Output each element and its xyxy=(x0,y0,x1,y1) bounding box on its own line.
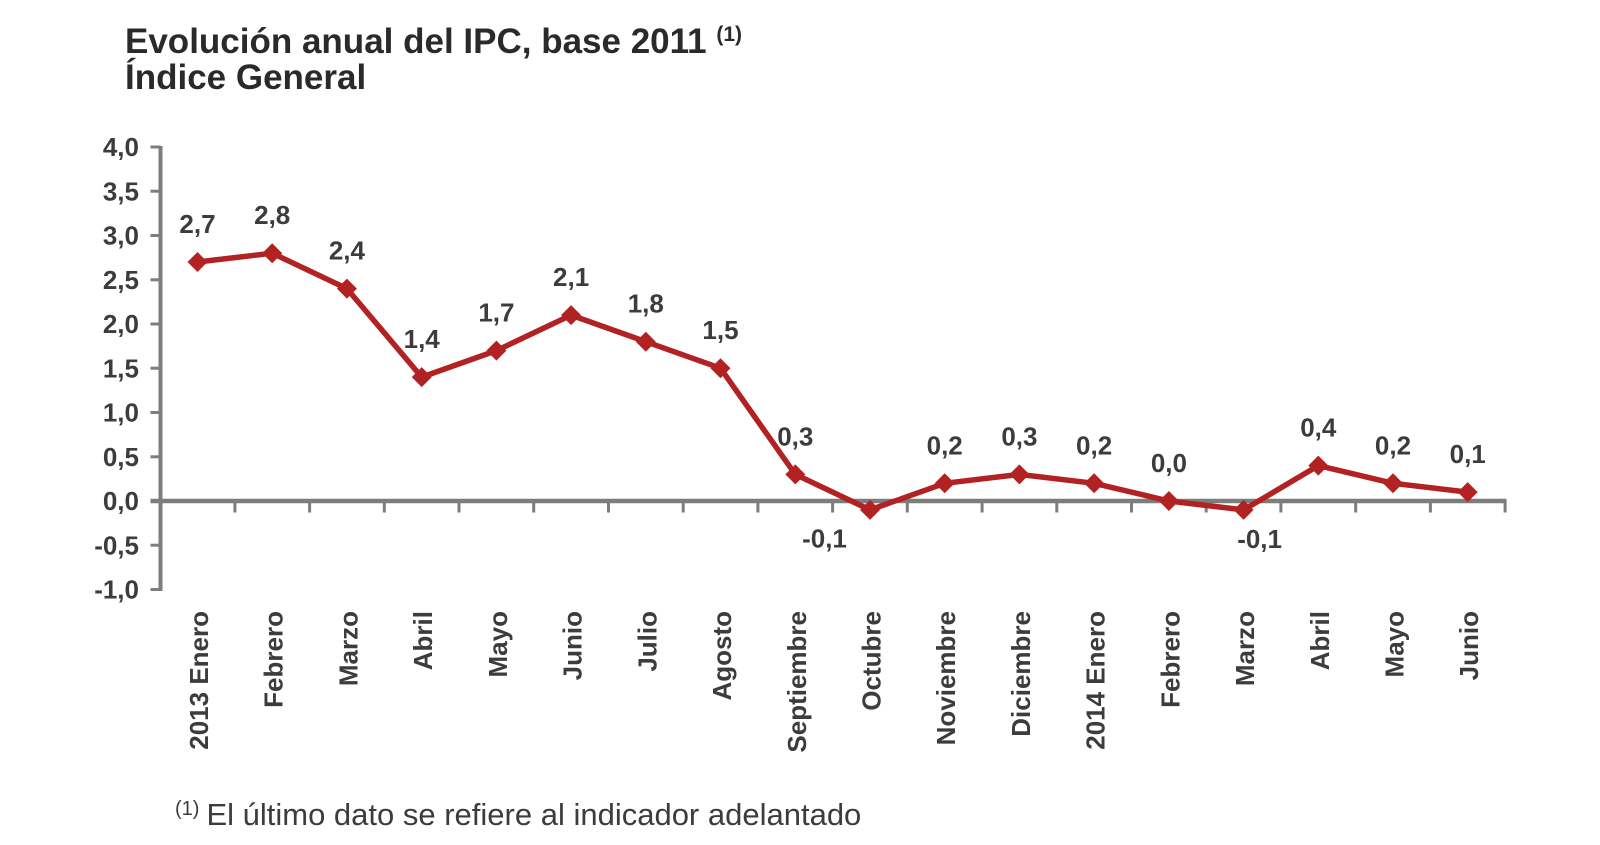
svg-text:Evolución anual del IPC, base: Evolución anual del IPC, base 2011 (1) xyxy=(125,22,742,61)
svg-text:Julio: Julio xyxy=(632,611,662,672)
svg-text:-0,1: -0,1 xyxy=(802,523,847,553)
svg-text:Febrero: Febrero xyxy=(259,611,289,708)
svg-text:4,0: 4,0 xyxy=(103,132,139,162)
svg-text:1,5: 1,5 xyxy=(103,353,139,383)
svg-text:1,4: 1,4 xyxy=(404,324,441,354)
svg-text:Febrero: Febrero xyxy=(1155,611,1185,708)
svg-text:0,3: 0,3 xyxy=(1001,421,1037,451)
svg-text:0,5: 0,5 xyxy=(103,442,139,472)
svg-text:2,1: 2,1 xyxy=(553,262,589,292)
svg-text:0,2: 0,2 xyxy=(1076,430,1112,460)
svg-text:Diciembre: Diciembre xyxy=(1006,611,1036,737)
svg-text:-0,5: -0,5 xyxy=(94,531,139,561)
svg-text:-1,0: -1,0 xyxy=(94,575,139,605)
svg-text:Septiembre: Septiembre xyxy=(782,611,812,753)
svg-text:Índice General: Índice General xyxy=(125,57,366,97)
svg-text:Junio: Junio xyxy=(558,611,588,680)
svg-text:2013 Enero: 2013 Enero xyxy=(184,611,214,750)
svg-text:1,0: 1,0 xyxy=(103,398,139,428)
svg-text:0,2: 0,2 xyxy=(927,430,963,460)
svg-text:2,0: 2,0 xyxy=(103,309,139,339)
svg-text:0,3: 0,3 xyxy=(777,421,813,451)
svg-text:Abril: Abril xyxy=(1305,611,1335,670)
svg-text:Mayo: Mayo xyxy=(483,611,513,677)
svg-text:3,0: 3,0 xyxy=(103,221,139,251)
svg-text:2014 Enero: 2014 Enero xyxy=(1081,611,1111,750)
svg-text:0,1: 0,1 xyxy=(1450,439,1486,469)
svg-text:1,8: 1,8 xyxy=(628,289,664,319)
svg-text:Octubre: Octubre xyxy=(857,611,887,711)
svg-text:2,7: 2,7 xyxy=(179,209,215,239)
svg-text:Mayo: Mayo xyxy=(1380,611,1410,677)
svg-text:1,7: 1,7 xyxy=(478,298,514,328)
svg-text:Agosto: Agosto xyxy=(707,611,737,701)
svg-text:1,5: 1,5 xyxy=(702,315,738,345)
svg-text:Marzo: Marzo xyxy=(1230,611,1260,686)
svg-text:0,2: 0,2 xyxy=(1375,430,1411,460)
svg-text:-0,1: -0,1 xyxy=(1237,524,1282,554)
svg-text:Junio: Junio xyxy=(1454,611,1484,680)
svg-text:Marzo: Marzo xyxy=(333,611,363,686)
svg-text:0,0: 0,0 xyxy=(1151,448,1187,478)
svg-text:Noviembre: Noviembre xyxy=(931,611,961,745)
svg-text:0,4: 0,4 xyxy=(1300,413,1337,443)
svg-text:(1)El último dato se refiere a: (1) El último dato se refiere al indicado… xyxy=(175,797,861,832)
svg-text:0,0: 0,0 xyxy=(103,486,139,516)
svg-text:2,4: 2,4 xyxy=(329,236,366,266)
svg-text:2,8: 2,8 xyxy=(254,200,290,230)
svg-text:3,5: 3,5 xyxy=(103,176,139,206)
svg-text:Abril: Abril xyxy=(408,611,438,670)
svg-text:2,5: 2,5 xyxy=(103,265,139,295)
